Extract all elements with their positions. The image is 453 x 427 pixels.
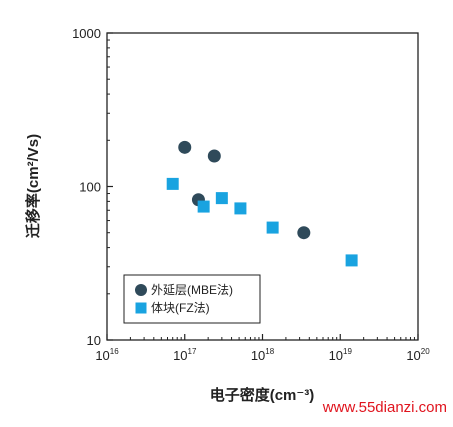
y-tick-label: 10: [87, 333, 101, 348]
legend-label-mbe: 外延层(MBE法): [151, 283, 233, 297]
legend-box: [123, 274, 261, 324]
data-point-fz: [234, 202, 247, 215]
data-marks: [166, 140, 358, 267]
legend-marker-fz: [135, 302, 147, 314]
x-tick-label: 1019: [329, 347, 353, 363]
data-point-mbe: [207, 149, 221, 163]
x-axis-title: 电子密度(cm⁻³): [210, 386, 315, 404]
data-point-mbe: [297, 226, 311, 240]
legend: 外延层(MBE法) 体块(FZ法): [123, 274, 261, 324]
data-point-fz: [166, 177, 179, 190]
legend-label-fz: 体块(FZ法): [151, 301, 210, 315]
y-tick-label: 100: [79, 180, 101, 195]
y-tick-label: 1000: [72, 26, 101, 41]
x-tick-label: 1017: [173, 347, 197, 363]
legend-marker-mbe: [135, 284, 147, 296]
data-point-fz: [345, 254, 358, 267]
data-point-fz: [266, 221, 279, 234]
data-point-fz: [215, 192, 228, 205]
x-tick-label: 1016: [95, 347, 119, 363]
data-point-mbe: [178, 140, 192, 154]
data-point-fz: [197, 200, 210, 213]
watermark-text: www.55dianzi.com: [322, 399, 447, 416]
axis-ticks: 1016 1017 1018 1019 1020 10 100 1000: [72, 26, 430, 363]
x-tick-label: 1018: [251, 347, 275, 363]
x-tick-label: 1020: [406, 347, 430, 363]
y-axis-title: 迁移率(cm²/Vs): [24, 134, 42, 238]
